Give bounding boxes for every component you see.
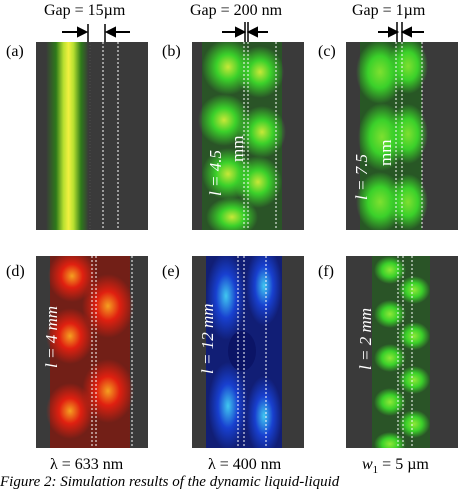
panel-b-length-unit: mm [228,135,247,162]
panel-d-length-label: l = 4 mm [42,306,61,368]
panel-b-field [198,42,286,230]
panel-a [36,42,148,230]
panel-e-length-label: l = 12 mm [198,303,217,375]
panel-d: l = 4 mm [36,256,148,448]
panel-b-length-label: l = 4.5 [206,150,225,196]
gap-arrows [62,22,424,44]
panel-c: l = 7.5 mm [346,42,458,230]
figure-caption: Figure 2: Simulation results of the dyna… [0,474,340,490]
panel-label-d: (d) [6,263,25,280]
panel-f-field [372,256,430,448]
gap-label-b: Gap = 200 nm [190,2,283,19]
gap-label-c: Gap = 1µm [352,2,426,19]
panel-d-field [46,256,134,448]
width-var: w [362,456,373,473]
width-rest: = 5 µm [378,456,429,473]
panel-label-b: (b) [162,43,181,60]
panel-c-length-unit: mm [376,139,395,166]
panel-c-field [356,42,428,230]
panel-label-c: (c) [318,43,336,60]
panel-label-a: (a) [6,43,24,60]
panel-label-e: (e) [162,263,180,280]
panel-f: l = 2 mm [346,256,458,448]
wavelength-label-e: λ = 400 nm [208,456,282,473]
wavelength-label-d: λ = 633 nm [50,456,124,473]
panel-b: l = 4.5 mm [192,42,304,230]
width-label-f: w1 = 5 µm [362,456,429,479]
gap-label-a: Gap = 15µm [44,2,126,19]
width-sub: 1 [372,464,379,477]
panel-c-length-label: l = 7.5 [352,154,371,200]
panel-f-length-label: l = 2 mm [356,308,375,370]
panel-e: l = 12 mm [192,256,304,448]
panel-label-f: (f) [318,263,334,280]
panel-e-field [206,256,282,448]
panel-a-field [46,42,119,230]
